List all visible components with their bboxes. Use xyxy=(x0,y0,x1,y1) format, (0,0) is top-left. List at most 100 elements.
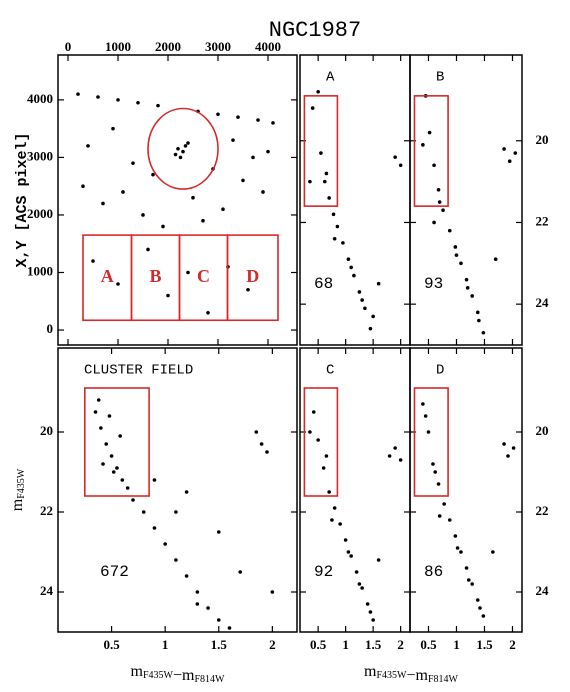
star xyxy=(427,130,432,135)
star xyxy=(81,184,85,188)
panel xyxy=(421,402,516,618)
star xyxy=(357,290,362,294)
star xyxy=(216,618,221,622)
star xyxy=(321,466,326,470)
star xyxy=(246,287,250,292)
star xyxy=(467,578,471,582)
star xyxy=(206,310,210,315)
label-part: m xyxy=(131,663,144,680)
region-label: A xyxy=(101,266,114,286)
star xyxy=(91,259,95,263)
star xyxy=(76,92,80,96)
x-tick-label: 0 xyxy=(65,39,72,54)
star xyxy=(365,602,370,606)
star xyxy=(152,526,157,530)
star xyxy=(441,208,445,213)
star xyxy=(265,450,269,454)
star xyxy=(332,506,337,510)
star xyxy=(360,298,364,302)
star-count: 68 xyxy=(314,275,333,293)
y-tick-label: 22 xyxy=(536,213,549,228)
star xyxy=(166,293,170,298)
star xyxy=(174,510,178,514)
star-count: 672 xyxy=(100,563,129,581)
star xyxy=(346,257,351,262)
star xyxy=(270,590,275,594)
star-count: 93 xyxy=(424,275,443,293)
star xyxy=(259,442,264,446)
star xyxy=(184,574,189,578)
selection-box xyxy=(83,387,150,497)
star xyxy=(327,490,331,494)
star xyxy=(327,196,331,200)
star xyxy=(316,438,320,442)
star xyxy=(146,247,150,252)
panel-label: D xyxy=(436,363,444,379)
star xyxy=(423,414,428,418)
star xyxy=(156,103,160,108)
star xyxy=(236,115,240,119)
star xyxy=(201,218,205,223)
y-tick-label: 24 xyxy=(40,583,54,598)
star xyxy=(387,454,392,458)
star xyxy=(111,126,115,131)
star xyxy=(455,546,460,550)
panel xyxy=(76,92,275,315)
star xyxy=(118,434,122,438)
label-part: −m xyxy=(406,667,428,684)
star xyxy=(116,98,120,102)
star xyxy=(186,270,190,275)
star xyxy=(151,172,155,177)
star xyxy=(433,470,438,474)
star xyxy=(465,286,470,290)
star xyxy=(475,598,480,602)
star xyxy=(125,486,130,490)
label-part: −m xyxy=(173,667,195,684)
star xyxy=(271,121,275,125)
y-tick-label: 24 xyxy=(536,583,550,598)
star xyxy=(184,490,189,494)
star xyxy=(254,430,259,434)
star xyxy=(363,306,367,311)
selection-box xyxy=(413,387,449,497)
y-tick-label: 2000 xyxy=(27,206,53,221)
star xyxy=(368,326,373,331)
star xyxy=(131,161,135,165)
figure-title: NGC1987 xyxy=(269,18,361,43)
x-tick-label: 2 xyxy=(509,637,516,652)
label-part: m xyxy=(9,498,26,511)
star xyxy=(183,144,188,148)
star xyxy=(101,462,105,466)
star xyxy=(464,277,469,282)
panel-frame xyxy=(299,54,411,346)
region-box xyxy=(226,234,279,322)
star xyxy=(141,510,146,514)
y-tick-label: 22 xyxy=(536,503,549,518)
x-tick-label: 1.5 xyxy=(365,637,382,652)
star xyxy=(178,155,183,160)
star xyxy=(447,228,452,233)
y-tick-label: 1000 xyxy=(27,263,53,278)
star xyxy=(343,538,348,542)
star xyxy=(181,149,185,154)
star xyxy=(506,454,510,458)
star xyxy=(120,478,125,482)
star xyxy=(136,100,140,105)
star xyxy=(131,498,135,502)
panel xyxy=(421,94,518,335)
x-tick-label: 1.5 xyxy=(476,637,493,652)
star xyxy=(109,454,114,458)
x-tick-label: 2 xyxy=(397,637,404,652)
panel xyxy=(93,398,275,630)
y-axis-label: X,Y [ACS pixel] xyxy=(14,132,31,267)
star xyxy=(481,330,486,335)
axis-label: mF435W xyxy=(9,468,28,511)
star xyxy=(478,606,482,610)
star xyxy=(338,522,342,526)
panel xyxy=(308,89,403,331)
star xyxy=(96,95,100,99)
x-tick-label: 0.5 xyxy=(103,637,120,652)
star xyxy=(310,106,315,110)
star xyxy=(308,179,312,184)
star xyxy=(316,89,320,94)
